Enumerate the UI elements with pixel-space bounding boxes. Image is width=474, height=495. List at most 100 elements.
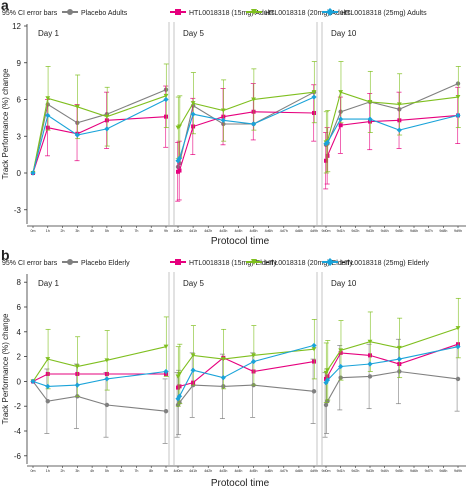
day-segment: Day 5 4d0m 4d1h 4d2h 4d3h 4d4h 4d5h 4d6h 4d7h 4d8… <box>174 29 319 233</box>
data-point <box>367 339 373 344</box>
series-htl20 <box>323 297 461 403</box>
data-point <box>396 127 402 133</box>
series-line <box>177 344 315 400</box>
day-segment: Day 10 9d0m 9d1h 9d2h 9d3h 9d4h 9d5h 9d6h 9d7h 9d… <box>322 29 463 233</box>
series-htl25 <box>30 96 169 176</box>
data-point <box>396 356 402 362</box>
y-tick-label: 9 <box>17 59 22 68</box>
y-tick-label: 0 <box>17 377 22 386</box>
x-tick-label: 4d6h <box>265 469 273 473</box>
x-tick-label: 2h <box>61 229 65 233</box>
x-tick-label: 4d1h <box>189 469 197 473</box>
x-tick-label: 3h <box>75 469 79 473</box>
y-tick-label: 3 <box>17 132 22 141</box>
y-tick-label: 0 <box>17 169 22 178</box>
data-point <box>45 399 50 404</box>
data-point <box>455 376 461 382</box>
x-tick-label: 4d4h <box>234 469 242 473</box>
data-point <box>74 364 80 369</box>
series-htl25 <box>323 112 461 147</box>
series-htl20 <box>30 316 169 397</box>
x-tick-label: 4h <box>90 469 94 473</box>
x-tick-label: 9d3h <box>366 469 374 473</box>
x-tick-label: 9d0m <box>322 469 331 473</box>
data-point <box>30 170 36 176</box>
day-label: Day 1 <box>38 29 59 38</box>
data-point <box>323 402 329 408</box>
x-tick-label: 9d6h <box>410 229 418 233</box>
y-tick-label: -2 <box>14 402 22 411</box>
y-tick-label: -4 <box>14 427 22 436</box>
series-line <box>177 91 315 168</box>
y-axis-label: Track Performance (%) change <box>1 68 10 179</box>
legend: 95% CI error bars Placebo Adults HTL001831… <box>2 8 427 17</box>
legend-marker <box>326 8 334 16</box>
x-tick-label: 4d9h <box>310 469 318 473</box>
series-line <box>32 116 167 174</box>
data-point <box>311 94 317 100</box>
data-point <box>176 393 183 399</box>
data-point <box>74 132 80 138</box>
data-point <box>45 96 51 101</box>
y-tick-label: -3 <box>14 206 22 215</box>
x-tick-label: 9d1h <box>337 469 345 473</box>
data-point <box>177 371 182 377</box>
data-point <box>190 111 196 117</box>
data-point <box>367 99 373 105</box>
legend-marker <box>67 9 73 15</box>
legend-entry-placebo: Placebo Elderly <box>81 260 130 267</box>
data-point <box>177 124 182 129</box>
legend-entry-ci: 95% CI error bars <box>2 260 58 267</box>
y-tick-label: 8 <box>17 278 22 287</box>
x-tick-label: 4h <box>90 229 94 233</box>
day-label: Day 5 <box>183 29 204 38</box>
data-point <box>325 368 330 373</box>
y-tick-label: 2 <box>17 353 22 362</box>
series-line <box>32 346 167 382</box>
data-point <box>163 368 169 375</box>
legend-entry-htl20: HTL0018318 (20mg) Adults <box>265 10 351 17</box>
series-line <box>177 348 315 377</box>
series-htl25 <box>175 94 317 164</box>
day-label: Day 10 <box>331 279 357 288</box>
x-tick-label: 5h <box>105 469 109 473</box>
series-placebo <box>323 81 461 148</box>
x-tick-label: 9h <box>164 229 168 233</box>
series-line <box>325 370 459 406</box>
x-tick-label: 9d2h <box>351 229 359 233</box>
legend-entry-htl20: HTL0018318 (20mg) Elderly <box>265 260 353 267</box>
legend-marker <box>326 258 334 266</box>
x-tick-label: 4d8h <box>295 229 303 233</box>
x-tick-label: 9d4h <box>381 229 389 233</box>
series-htl15 <box>175 83 317 202</box>
series-line <box>177 96 315 162</box>
x-tick-label: 4d4h <box>234 229 242 233</box>
series-line <box>177 111 315 173</box>
x-tick-label: 4d1h <box>189 229 197 233</box>
day-label: Day 1 <box>38 279 59 288</box>
data-point <box>220 357 226 362</box>
x-tick-label: 4d3h <box>219 469 227 473</box>
data-point <box>104 376 110 382</box>
data-point <box>190 353 196 358</box>
data-point <box>367 374 373 379</box>
x-tick-label: 9d8h <box>439 229 447 233</box>
data-point <box>45 383 51 389</box>
data-point <box>396 345 402 351</box>
series-placebo <box>30 363 169 444</box>
x-tick-label: 6h <box>120 469 124 473</box>
x-tick-label: 6h <box>120 229 124 233</box>
data-point <box>311 347 317 352</box>
x-tick-label: 4d0m <box>174 469 183 473</box>
series-line <box>177 357 315 389</box>
data-point <box>190 101 196 106</box>
legend-marker <box>175 9 181 15</box>
series-line <box>32 99 167 174</box>
x-tick-label: 9d1h <box>337 229 345 233</box>
data-point <box>163 344 169 349</box>
data-point <box>104 358 110 363</box>
data-point <box>163 408 169 414</box>
x-tick-label: 8h <box>149 229 153 233</box>
series-line <box>177 91 315 129</box>
